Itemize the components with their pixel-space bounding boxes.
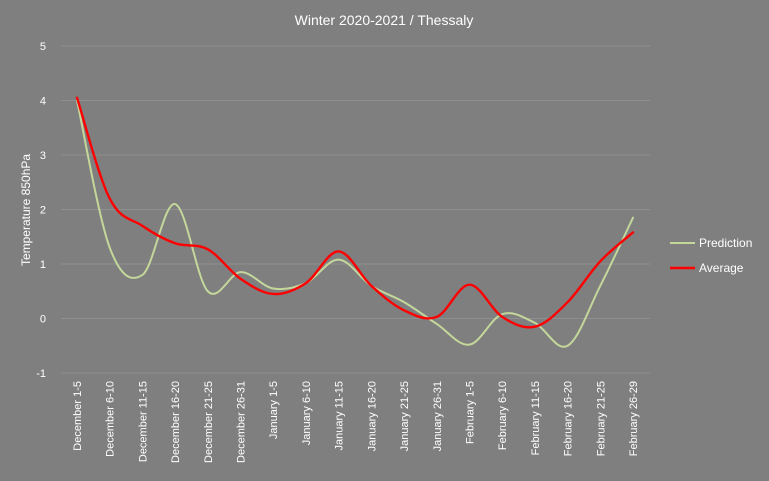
gridlines: [61, 45, 650, 374]
series-line-average: [75, 96, 635, 329]
x-tick-label: January 21-25: [399, 381, 411, 451]
y-tick-label: 5: [40, 41, 46, 53]
x-tick-label: December 6-10: [105, 381, 117, 457]
y-tick-label: 2: [40, 205, 46, 217]
legend: Prediction Average: [670, 236, 752, 275]
x-tick-label: February 11-15: [530, 381, 542, 455]
y-axis-ticks: 5 4 3 2 1 0 -1: [36, 41, 46, 380]
x-tick-label: January 16-20: [366, 381, 378, 451]
x-tick-label: January 26-31: [432, 381, 444, 451]
x-tick-label: December 16-20: [170, 381, 182, 463]
chart-title: Winter 2020-2021 / Thessaly: [295, 12, 474, 28]
x-tick-label: January 1-5: [268, 381, 280, 439]
y-tick-label: 1: [40, 259, 46, 271]
legend-label-prediction: Prediction: [699, 236, 752, 250]
x-tick-label: February 6-10: [497, 381, 509, 450]
y-axis-title: Temperature 850hPa: [19, 154, 33, 266]
y-tick-label: -1: [36, 368, 46, 380]
x-tick-label: December 11-15: [137, 381, 149, 462]
x-tick-label: December 21-25: [203, 381, 215, 463]
x-tick-label: January 11-15: [334, 381, 346, 451]
x-tick-label: December 1-5: [72, 381, 84, 451]
y-tick-label: 4: [40, 96, 46, 108]
x-tick-label: December 26-31: [236, 381, 248, 463]
y-tick-label: 0: [40, 314, 46, 326]
y-tick-label: 3: [40, 150, 46, 162]
x-tick-label: February 26-29: [628, 381, 640, 456]
series-line-prediction: [76, 99, 634, 348]
legend-label-average: Average: [699, 261, 744, 275]
x-tick-label: February 21-25: [595, 381, 607, 456]
x-tick-label: February 1-5: [464, 381, 476, 444]
x-tick-label: February 16-20: [563, 381, 575, 456]
series-lines: [75, 96, 635, 348]
x-tick-label: January 6-10: [301, 381, 313, 445]
x-axis-ticks: December 1-5 December 6-10 December 11-15 D…: [72, 381, 640, 463]
